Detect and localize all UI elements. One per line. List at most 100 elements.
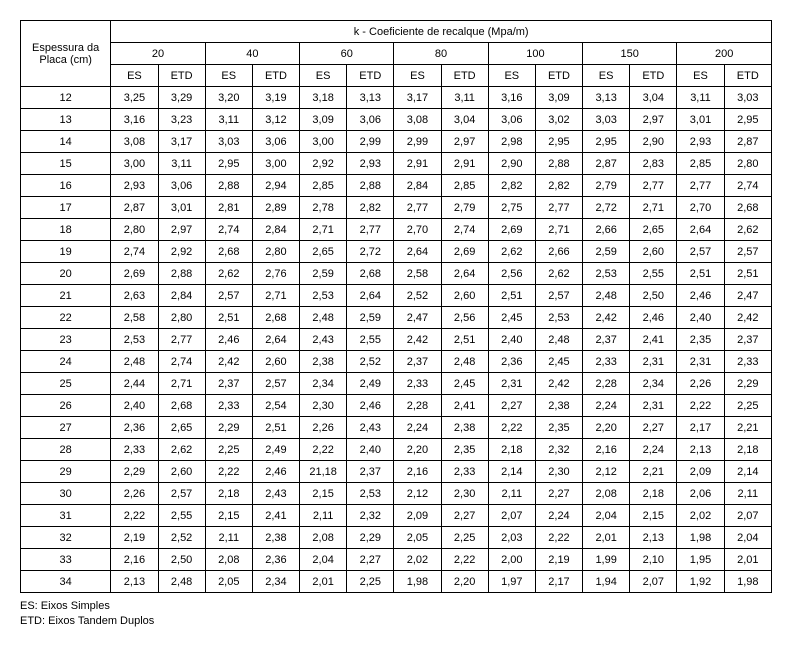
header-sub-etd: ETD bbox=[158, 65, 205, 87]
table-row: 302,262,572,182,432,152,532,122,302,112,… bbox=[21, 483, 772, 505]
cell-value: 2,85 bbox=[441, 175, 488, 197]
cell-value: 2,32 bbox=[347, 505, 394, 527]
header-k-40: 40 bbox=[205, 43, 299, 65]
cell-value: 3,06 bbox=[158, 175, 205, 197]
cell-value: 2,25 bbox=[347, 571, 394, 593]
cell-value: 2,07 bbox=[488, 505, 535, 527]
cell-value: 2,13 bbox=[677, 439, 724, 461]
cell-value: 2,29 bbox=[111, 461, 158, 483]
cell-value: 2,28 bbox=[583, 373, 630, 395]
cell-value: 1,92 bbox=[677, 571, 724, 593]
cell-value: 2,70 bbox=[394, 219, 441, 241]
cell-value: 2,08 bbox=[583, 483, 630, 505]
cell-value: 2,51 bbox=[252, 417, 299, 439]
cell-value: 2,56 bbox=[441, 307, 488, 329]
cell-value: 2,74 bbox=[158, 351, 205, 373]
cell-value: 2,65 bbox=[630, 219, 677, 241]
cell-value: 2,01 bbox=[300, 571, 347, 593]
cell-value: 2,15 bbox=[630, 505, 677, 527]
cell-value: 2,04 bbox=[724, 527, 771, 549]
cell-espessura: 14 bbox=[21, 131, 111, 153]
cell-value: 2,71 bbox=[535, 219, 582, 241]
cell-value: 2,80 bbox=[724, 153, 771, 175]
cell-value: 2,22 bbox=[441, 549, 488, 571]
header-k-values-row: 20406080100150200 bbox=[21, 43, 772, 65]
cell-value: 2,48 bbox=[583, 285, 630, 307]
cell-value: 2,98 bbox=[488, 131, 535, 153]
cell-value: 2,20 bbox=[441, 571, 488, 593]
cell-value: 2,48 bbox=[441, 351, 488, 373]
cell-value: 2,88 bbox=[205, 175, 252, 197]
cell-value: 2,46 bbox=[347, 395, 394, 417]
cell-value: 2,07 bbox=[630, 571, 677, 593]
cell-espessura: 32 bbox=[21, 527, 111, 549]
cell-value: 2,22 bbox=[111, 505, 158, 527]
cell-value: 2,92 bbox=[158, 241, 205, 263]
cell-value: 2,57 bbox=[205, 285, 252, 307]
header-sub-etd: ETD bbox=[347, 65, 394, 87]
cell-value: 2,48 bbox=[535, 329, 582, 351]
cell-value: 2,13 bbox=[630, 527, 677, 549]
cell-value: 2,11 bbox=[300, 505, 347, 527]
header-sub-etd: ETD bbox=[252, 65, 299, 87]
cell-value: 2,33 bbox=[111, 439, 158, 461]
cell-value: 2,77 bbox=[535, 197, 582, 219]
cell-value: 2,51 bbox=[205, 307, 252, 329]
cell-value: 2,42 bbox=[724, 307, 771, 329]
header-k-20: 20 bbox=[111, 43, 205, 65]
cell-value: 2,85 bbox=[300, 175, 347, 197]
cell-value: 2,26 bbox=[300, 417, 347, 439]
cell-espessura: 31 bbox=[21, 505, 111, 527]
cell-value: 1,94 bbox=[583, 571, 630, 593]
cell-value: 2,50 bbox=[158, 549, 205, 571]
cell-value: 2,93 bbox=[111, 175, 158, 197]
cell-value: 2,46 bbox=[205, 329, 252, 351]
cell-value: 2,55 bbox=[630, 263, 677, 285]
cell-value: 3,11 bbox=[205, 109, 252, 131]
cell-espessura: 30 bbox=[21, 483, 111, 505]
cell-espessura: 15 bbox=[21, 153, 111, 175]
cell-value: 2,34 bbox=[630, 373, 677, 395]
cell-value: 2,64 bbox=[347, 285, 394, 307]
cell-value: 2,17 bbox=[535, 571, 582, 593]
table-row: 153,003,112,953,002,922,932,912,912,902,… bbox=[21, 153, 772, 175]
cell-value: 3,03 bbox=[724, 87, 771, 109]
cell-value: 2,43 bbox=[300, 329, 347, 351]
header-sub-es: ES bbox=[583, 65, 630, 87]
cell-value: 2,52 bbox=[394, 285, 441, 307]
cell-value: 3,08 bbox=[394, 109, 441, 131]
cell-value: 2,62 bbox=[205, 263, 252, 285]
cell-value: 2,31 bbox=[488, 373, 535, 395]
header-sub-es: ES bbox=[111, 65, 158, 87]
table-row: 292,292,602,222,4621,182,372,162,332,142… bbox=[21, 461, 772, 483]
cell-value: 2,82 bbox=[347, 197, 394, 219]
cell-value: 3,01 bbox=[677, 109, 724, 131]
cell-value: 2,71 bbox=[630, 197, 677, 219]
table-row: 312,222,552,152,412,112,322,092,272,072,… bbox=[21, 505, 772, 527]
cell-value: 2,15 bbox=[205, 505, 252, 527]
cell-value: 3,11 bbox=[158, 153, 205, 175]
cell-value: 2,00 bbox=[488, 549, 535, 571]
cell-value: 2,93 bbox=[347, 153, 394, 175]
table-row: 322,192,522,112,382,082,292,052,252,032,… bbox=[21, 527, 772, 549]
cell-value: 2,25 bbox=[441, 527, 488, 549]
cell-value: 2,68 bbox=[252, 307, 299, 329]
header-sub-es: ES bbox=[394, 65, 441, 87]
cell-value: 2,97 bbox=[441, 131, 488, 153]
cell-value: 2,53 bbox=[583, 263, 630, 285]
cell-value: 2,05 bbox=[205, 571, 252, 593]
cell-value: 2,33 bbox=[583, 351, 630, 373]
cell-value: 2,56 bbox=[488, 263, 535, 285]
cell-value: 2,40 bbox=[111, 395, 158, 417]
header-sub-etd: ETD bbox=[441, 65, 488, 87]
cell-value: 2,64 bbox=[677, 219, 724, 241]
cell-value: 2,20 bbox=[583, 417, 630, 439]
cell-espessura: 21 bbox=[21, 285, 111, 307]
cell-value: 2,14 bbox=[724, 461, 771, 483]
cell-value: 2,43 bbox=[347, 417, 394, 439]
cell-value: 2,32 bbox=[535, 439, 582, 461]
legend: ES: Eixos Simples ETD: Eixos Tandem Dupl… bbox=[20, 599, 772, 630]
cell-value: 2,41 bbox=[441, 395, 488, 417]
cell-value: 2,25 bbox=[205, 439, 252, 461]
cell-value: 3,04 bbox=[441, 109, 488, 131]
